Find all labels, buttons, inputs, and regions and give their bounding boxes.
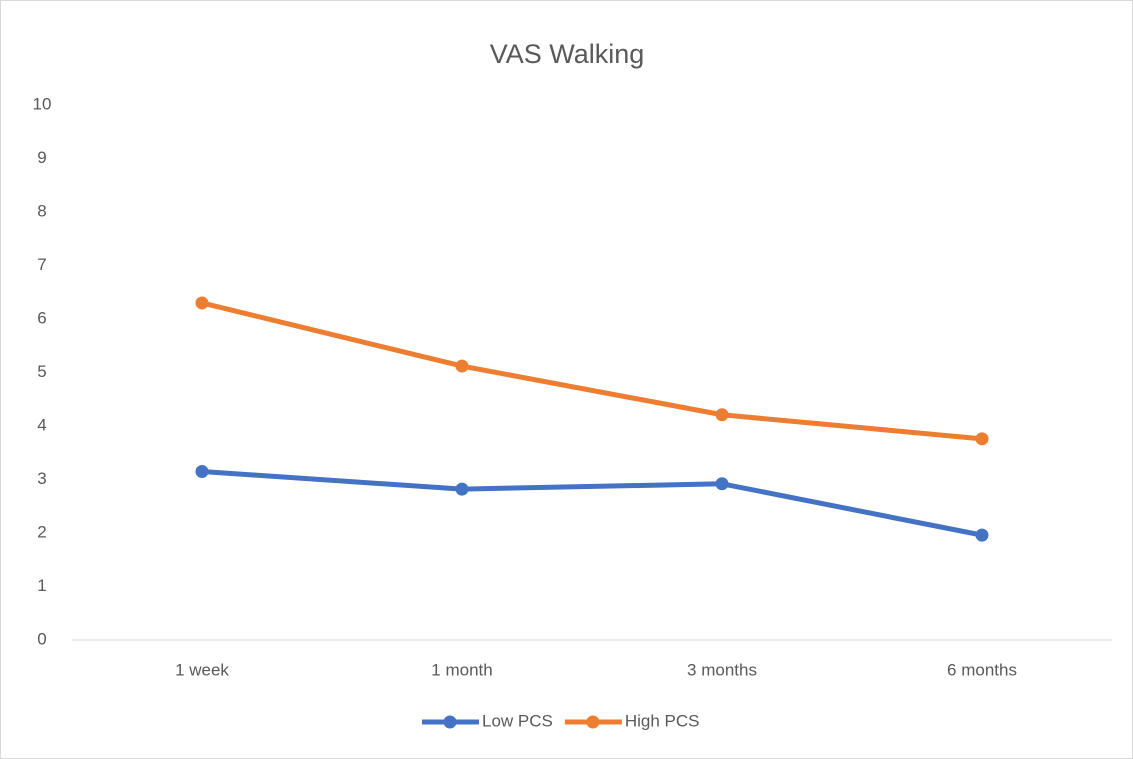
- y-tick-label: 6: [37, 308, 46, 327]
- legend-label: Low PCS: [482, 711, 553, 730]
- legend-label: High PCS: [625, 711, 700, 730]
- y-tick-label: 1: [37, 576, 46, 595]
- data-point: [975, 528, 989, 542]
- data-point: [195, 296, 209, 310]
- data-point: [715, 408, 729, 422]
- y-tick-label: 8: [37, 201, 46, 220]
- data-point: [455, 482, 469, 496]
- x-tick-label: 1 week: [175, 660, 229, 679]
- series-line: [199, 300, 985, 442]
- y-tick-label: 2: [37, 522, 46, 541]
- data-point: [715, 477, 729, 491]
- x-tick-label: 1 month: [431, 660, 492, 679]
- data-point: [195, 464, 209, 478]
- legend-marker: [443, 715, 457, 729]
- y-tick-label: 10: [33, 94, 52, 113]
- y-tick-label: 4: [37, 415, 46, 434]
- chart-title: VAS Walking: [490, 39, 645, 69]
- data-point: [455, 359, 469, 373]
- y-tick-label: 7: [37, 255, 46, 274]
- y-tick-label: 0: [37, 629, 46, 648]
- y-tick-label: 5: [37, 362, 46, 381]
- series-line: [199, 468, 985, 538]
- x-tick-label: 3 months: [687, 660, 757, 679]
- x-tick-label: 6 months: [947, 660, 1017, 679]
- y-tick-label: 3: [37, 469, 46, 488]
- legend-marker: [586, 715, 600, 729]
- data-point: [975, 432, 989, 446]
- y-tick-label: 9: [37, 148, 46, 167]
